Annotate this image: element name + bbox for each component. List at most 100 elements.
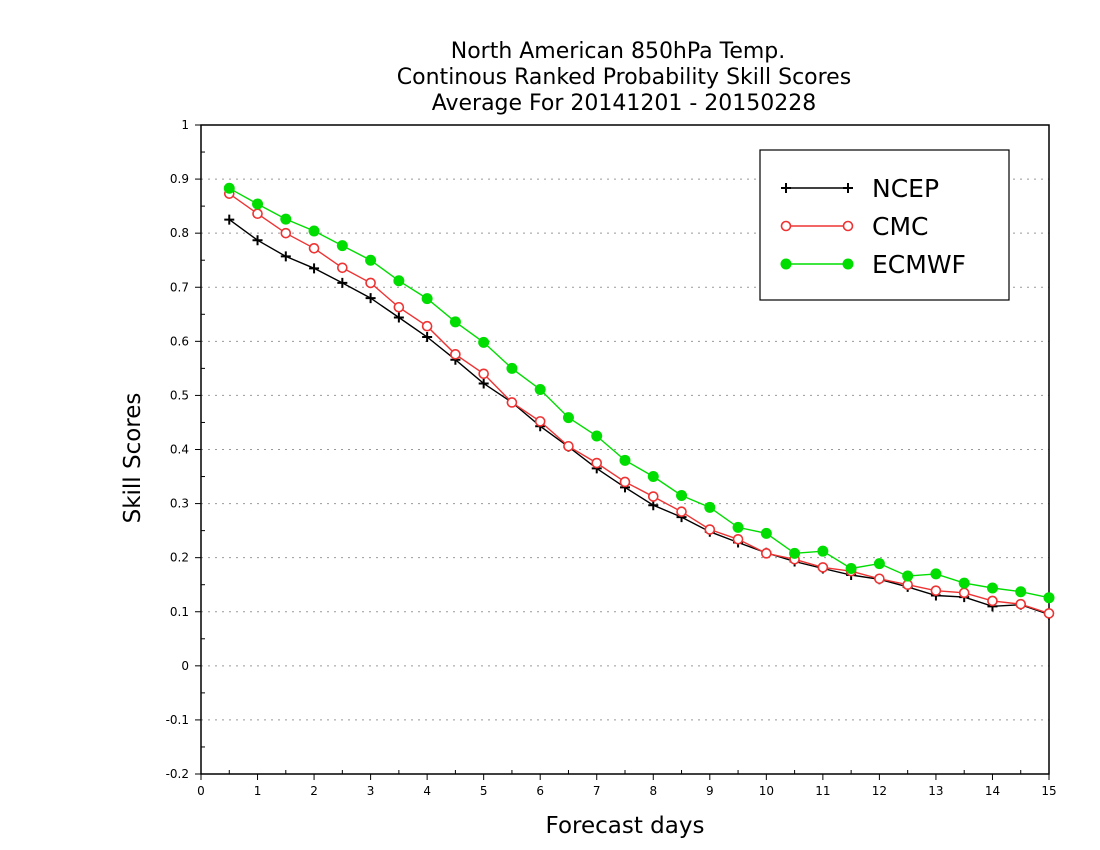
ncep-point (422, 332, 433, 343)
y-axis-label: Skill Scores (120, 393, 146, 524)
ecmwf-point (478, 336, 490, 348)
x-tick-label: 13 (928, 784, 943, 798)
ecmwf-point (732, 521, 744, 533)
ecmwf-point (845, 562, 857, 574)
y-tick-label: 0.3 (170, 497, 189, 511)
series-cmc (223, 188, 1055, 619)
cmc-point (280, 227, 292, 239)
ncep-point (648, 500, 659, 511)
cmc-point (761, 548, 772, 559)
ecmwf-point (1043, 592, 1055, 604)
cmc-point (252, 208, 263, 219)
ecmwf-point (704, 501, 716, 513)
y-tick-label: 0.9 (170, 172, 189, 186)
ecmwf-point (365, 254, 377, 266)
x-tick-label: 15 (1041, 784, 1056, 798)
ecmwf-point (902, 570, 914, 582)
ecmwf-point (506, 362, 518, 374)
x-axis: 0 1 2 3 4 5 6 7 8 9 10 11 12 13 14 15 (197, 770, 1057, 798)
ecmwf-point (336, 240, 348, 252)
cmc-point (308, 243, 320, 254)
title-line-3: Average For 20141201 - 20150228 (432, 91, 817, 116)
y-tick-label: 0.8 (170, 226, 189, 240)
legend-box (759, 149, 1010, 301)
legend-marker (842, 258, 854, 270)
y-tick-label: 0 (181, 659, 189, 673)
cmc-point (1015, 598, 1027, 610)
ecmwf-point (591, 430, 603, 442)
ncep-point (280, 251, 291, 262)
cmc-point (902, 579, 913, 591)
cmc-point (619, 476, 631, 488)
x-tick-label: 1 (254, 784, 262, 798)
x-tick-label: 3 (367, 784, 375, 798)
title-line-1: North American 850hPa Temp. (451, 39, 786, 64)
series-ecmwf (223, 182, 1055, 604)
x-tick-label: 4 (423, 784, 431, 798)
ecmwf-point (958, 577, 970, 589)
cmc-point (874, 573, 885, 585)
chart-title: North American 850hPa Temp. Continous Ra… (397, 39, 851, 116)
ncep-point (365, 293, 376, 304)
ecmwf-point (1015, 586, 1027, 598)
y-tick-label: 1 (181, 118, 189, 132)
title-line-2: Continous Ranked Probability Skill Score… (397, 65, 851, 90)
ecmwf-point (562, 412, 574, 424)
ecmwf-point (817, 545, 829, 557)
cmc-point (676, 506, 687, 517)
ncep-point (309, 263, 320, 274)
y-tick-label: 0.2 (170, 551, 189, 565)
x-tick-label: 8 (649, 784, 657, 798)
y-axis: -0.2 -0.1 0 0.1 0.2 0.3 0.4 0.5 0.6 0.7 0.8 0.9 1 (166, 118, 205, 781)
legend-label-ncep: NCEP (872, 174, 939, 203)
x-tick-label: 2 (310, 784, 318, 798)
ncep-point (337, 277, 348, 288)
cmc-point (591, 457, 603, 469)
y-tick-label: 0.1 (170, 605, 189, 619)
cmc-point (393, 301, 405, 313)
x-tick-label: 12 (872, 784, 887, 798)
gridlines (201, 178, 1049, 721)
legend-marker (843, 183, 853, 193)
ecmwf-point (873, 558, 885, 570)
y-tick-label: 0.7 (170, 280, 189, 294)
cmc-point (337, 262, 348, 274)
cmc-point (365, 277, 376, 289)
cmc-point (534, 416, 546, 427)
ecmwf-point (280, 213, 292, 225)
x-axis-label: Forecast days (546, 813, 705, 839)
legend-marker (780, 220, 792, 232)
cmc-point (817, 562, 829, 573)
x-tick-label: 9 (706, 784, 714, 798)
legend-item-ecmwf: ECMWF (780, 250, 966, 279)
ncep-point (393, 312, 404, 323)
x-tick-label: 11 (815, 784, 830, 798)
legend-marker (781, 183, 791, 193)
legend: NCEP CMC ECMWF (759, 149, 1010, 301)
cmc-point (506, 397, 518, 408)
cmc-point (732, 533, 744, 545)
ecmwf-point (252, 198, 264, 210)
x-tick-label: 6 (536, 784, 544, 798)
x-tick-label: 0 (197, 784, 205, 798)
cmc-point (704, 524, 716, 535)
cmc-point (563, 440, 574, 452)
x-tick-label: 7 (593, 784, 601, 798)
ncep-point (478, 378, 489, 389)
ecmwf-point (760, 527, 772, 539)
y-tick-label: 0.6 (170, 334, 189, 348)
cmc-point (647, 491, 659, 502)
ecmwf-point (789, 547, 801, 559)
legend-item-ncep: NCEP (781, 174, 939, 203)
ecmwf-point (393, 275, 405, 287)
y-tick-label: -0.1 (166, 713, 189, 727)
cmc-point (478, 368, 489, 380)
ncep-line (228, 219, 1050, 616)
y-tick-label: 0.5 (170, 388, 189, 402)
ecmwf-point (223, 182, 235, 194)
legend-item-cmc: CMC (780, 212, 928, 241)
cmc-point (450, 349, 461, 360)
cmc-point (421, 320, 433, 332)
ncep-point (224, 214, 235, 225)
